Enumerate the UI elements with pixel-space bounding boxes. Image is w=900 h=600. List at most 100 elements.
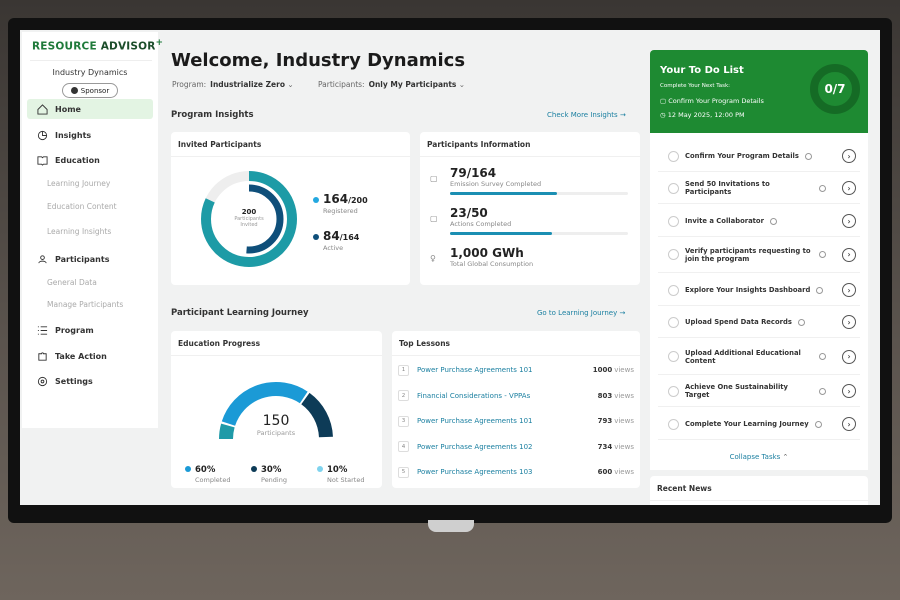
task-checkbox[interactable] <box>668 385 679 397</box>
lesson-title[interactable]: Power Purchase Agreements 102 <box>417 442 533 451</box>
lesson-row[interactable]: 5 Power Purchase Agreements 103 600 views <box>398 462 634 482</box>
task-checkbox[interactable] <box>668 150 679 162</box>
lesson-views: 734 views <box>598 443 634 451</box>
sidebar-subitem[interactable]: Education Content <box>47 202 117 211</box>
help-icon[interactable] <box>814 420 822 428</box>
legend-dot <box>317 466 323 472</box>
sidebar-item-insights[interactable]: Insights <box>27 125 153 145</box>
task-checkbox[interactable] <box>668 284 679 296</box>
clipboard-icon: ▢ <box>430 174 438 183</box>
lesson-rank: 1 <box>398 364 409 376</box>
chevron-right-icon[interactable]: › <box>842 417 856 431</box>
sidebar-subitem[interactable]: General Data <box>47 278 97 287</box>
chevron-right-icon[interactable]: › <box>842 283 856 297</box>
task-label: Complete Your Learning Journey <box>685 420 809 428</box>
todo-task[interactable]: Invite a Collaborator › <box>658 206 860 237</box>
active-label: Active <box>323 244 344 252</box>
lesson-rank: 4 <box>398 441 409 452</box>
todo-task[interactable]: Confirm Your Program Details › <box>658 141 860 172</box>
progress-fill <box>450 232 553 235</box>
help-icon[interactable] <box>819 353 826 360</box>
chevron-up-icon: ⌃ <box>782 453 789 461</box>
sidebar-subitem[interactable]: Manage Participants <box>47 300 124 309</box>
todo-task[interactable]: Complete Your Learning Journey › <box>658 409 860 440</box>
logo[interactable]: RESOURCE ADVISOR+ <box>32 38 163 53</box>
help-icon[interactable] <box>819 387 826 395</box>
chevron-right-icon[interactable]: › <box>842 214 856 228</box>
badge-label: Sponsor <box>80 86 110 95</box>
sidebar-item-label: Insights <box>55 130 92 140</box>
task-checkbox[interactable] <box>668 316 679 328</box>
todo-task[interactable]: Explore Your Insights Dashboard › <box>658 275 860 306</box>
chevron-right-icon[interactable]: › <box>842 247 856 262</box>
todo-task[interactable]: Verify participants requesting to join t… <box>658 237 860 273</box>
program-select[interactable]: Program: Industrialize Zero ⌄ <box>172 80 294 89</box>
chevron-right-icon[interactable]: › <box>842 349 856 364</box>
logo-plus: + <box>155 38 164 48</box>
sidebar-item-participants[interactable]: Participants <box>27 249 153 269</box>
todo-task[interactable]: Upload Additional Educational Content › <box>658 339 860 375</box>
task-label: Upload Additional Educational Content <box>685 348 801 365</box>
task-checkbox[interactable] <box>668 182 679 194</box>
lesson-title[interactable]: Power Purchase Agreements 101 <box>417 417 533 425</box>
views-suffix: views <box>614 391 634 400</box>
help-icon[interactable] <box>769 217 777 225</box>
views-count: 803 <box>597 391 613 400</box>
check-more-insights-link[interactable]: Check More Insights → <box>547 111 626 119</box>
lesson-title[interactable]: Financial Considerations - VPPAs <box>417 391 531 400</box>
lesson-title[interactable]: Power Purchase Agreements 101 <box>417 366 533 374</box>
chevron-right-icon[interactable]: › <box>842 315 856 329</box>
sidebar-item-settings[interactable]: Settings <box>27 371 153 391</box>
chevron-right-icon[interactable]: › <box>842 181 856 195</box>
sidebar-item-take-action[interactable]: Take Action <box>27 346 153 366</box>
task-checkbox[interactable] <box>668 351 679 362</box>
legend-item: 60% Completed <box>185 457 230 484</box>
invited-donut <box>201 171 297 267</box>
lesson-title[interactable]: Power Purchase Agreements 103 <box>417 468 533 476</box>
lesson-row[interactable]: 1 Power Purchase Agreements 101 1000 views <box>398 360 634 380</box>
help-icon[interactable] <box>804 152 812 160</box>
help-icon[interactable] <box>816 286 824 294</box>
legend-value: 10% <box>327 465 348 475</box>
task-checkbox[interactable] <box>668 249 679 260</box>
gauge-center-value: 150 <box>262 413 290 429</box>
chevron-right-icon[interactable]: › <box>842 149 856 163</box>
todo-task[interactable]: Send 50 Invitations to Participants › <box>658 173 860 204</box>
sidebar-item-education[interactable]: Education <box>27 150 153 170</box>
lesson-rank: 2 <box>398 390 409 401</box>
help-icon[interactable] <box>819 251 826 258</box>
invited-participants-card: Invited Participants 200 Participants In… <box>171 132 410 285</box>
gear-icon <box>37 376 48 386</box>
clock-icon: ◷ <box>660 111 668 119</box>
go-to-learning-journey-link[interactable]: Go to Learning Journey → <box>537 309 625 317</box>
lesson-row[interactable]: 2 Financial Considerations - VPPAs 803 view… <box>398 386 634 406</box>
lesson-views: 793 views <box>598 417 634 425</box>
sidebar-item-program[interactable]: Program <box>27 320 153 340</box>
registered-ring <box>201 171 297 267</box>
task-checkbox[interactable] <box>668 418 679 430</box>
program-label: Program: <box>172 80 207 89</box>
date-text: 12 May 2025, 12:00 PM <box>667 111 745 119</box>
link-label: Go to Learning Journey <box>537 309 618 317</box>
legend-item: 10% Not Started <box>317 457 364 484</box>
donut-center: 200 Participants Invited <box>219 208 279 228</box>
collapse-tasks-button[interactable]: Collapse Tasks ⌃ <box>650 453 868 461</box>
sidebar-subitem[interactable]: Learning Journey <box>47 179 111 188</box>
chevron-right-icon[interactable]: › <box>842 384 856 398</box>
next-task[interactable]: ▢ Confirm Your Program Details <box>660 97 764 105</box>
help-icon[interactable] <box>819 184 826 192</box>
card-title: Recent News <box>650 476 868 501</box>
page-title: Welcome, Industry Dynamics <box>171 50 466 71</box>
todo-task[interactable]: Achieve One Sustainability Target › <box>658 376 860 407</box>
lesson-row[interactable]: 3 Power Purchase Agreements 101 793 views <box>398 411 634 431</box>
participants-information-card: Participants Information ▢ 79/164 Emissio… <box>420 132 640 285</box>
lesson-row[interactable]: 4 Power Purchase Agreements 102 734 views <box>398 437 634 457</box>
task-checkbox[interactable] <box>668 215 679 227</box>
sidebar-item-home[interactable]: Home <box>27 99 153 119</box>
section-title: Participant Learning Journey <box>171 308 309 318</box>
participants-select[interactable]: Participants: Only My Participants ⌄ <box>318 80 465 89</box>
sidebar-subitem[interactable]: Learning Insights <box>47 227 112 236</box>
help-icon[interactable] <box>797 318 805 326</box>
todo-task[interactable]: Upload Spend Data Records › <box>658 307 860 338</box>
arrow-right-icon: → <box>619 111 626 119</box>
